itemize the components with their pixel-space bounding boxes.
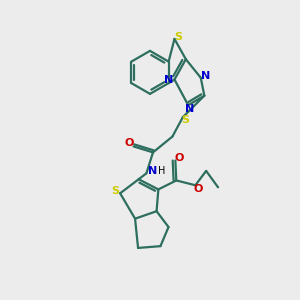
- Text: O: O: [193, 184, 203, 194]
- Text: N: N: [164, 74, 173, 85]
- Text: S: S: [174, 32, 182, 42]
- Text: O: O: [124, 138, 134, 148]
- Text: H: H: [158, 166, 166, 176]
- Text: N: N: [185, 104, 194, 114]
- Text: O: O: [175, 153, 184, 163]
- Text: S: S: [181, 115, 189, 125]
- Text: S: S: [111, 186, 119, 196]
- Text: N: N: [201, 71, 211, 81]
- Text: N: N: [148, 166, 157, 176]
